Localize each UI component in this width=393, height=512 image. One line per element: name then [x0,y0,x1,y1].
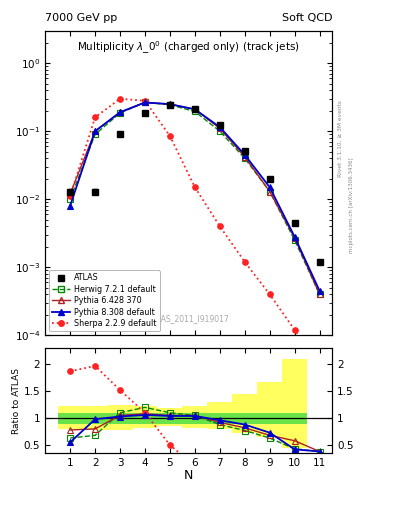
Text: Rivet 3.1.10, ≥ 3M events: Rivet 3.1.10, ≥ 3M events [338,100,342,177]
Text: Soft QCD: Soft QCD [282,13,332,23]
Text: ATLAS_2011_I919017: ATLAS_2011_I919017 [148,314,230,323]
Legend: ATLAS, Herwig 7.2.1 default, Pythia 6.428 370, Pythia 8.308 default, Sherpa 2.2.: ATLAS, Herwig 7.2.1 default, Pythia 6.42… [49,270,160,331]
Y-axis label: Ratio to ATLAS: Ratio to ATLAS [12,368,21,434]
Text: mcplots.cern.ch [arXiv:1306.3436]: mcplots.cern.ch [arXiv:1306.3436] [349,157,354,252]
X-axis label: N: N [184,470,193,482]
Text: 7000 GeV pp: 7000 GeV pp [45,13,118,23]
Text: Multiplicity $\lambda\_0^0$ (charged only) (track jets): Multiplicity $\lambda\_0^0$ (charged onl… [77,40,300,56]
